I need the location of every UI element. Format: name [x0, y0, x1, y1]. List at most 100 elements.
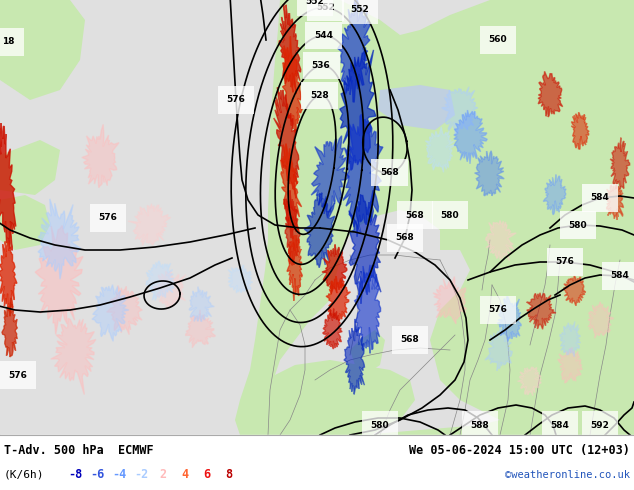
- Polygon shape: [500, 255, 634, 315]
- Polygon shape: [51, 318, 96, 394]
- Text: 568: 568: [401, 336, 419, 344]
- Polygon shape: [82, 124, 119, 188]
- Text: 584: 584: [590, 194, 609, 202]
- Polygon shape: [311, 136, 349, 218]
- Polygon shape: [425, 127, 455, 172]
- Polygon shape: [571, 113, 589, 149]
- Text: 576: 576: [489, 305, 507, 315]
- Text: -4: -4: [112, 468, 126, 481]
- Text: 18: 18: [2, 38, 15, 47]
- Text: -8: -8: [68, 468, 82, 481]
- Polygon shape: [287, 235, 302, 301]
- Polygon shape: [610, 138, 630, 189]
- Text: -6: -6: [90, 468, 104, 481]
- Polygon shape: [343, 114, 383, 237]
- Polygon shape: [310, 395, 634, 435]
- Text: T-Adv. 500 hPa  ECMWF: T-Adv. 500 hPa ECMWF: [4, 444, 153, 457]
- Polygon shape: [235, 0, 634, 435]
- Polygon shape: [588, 302, 614, 338]
- Text: 576: 576: [9, 370, 27, 379]
- Polygon shape: [2, 298, 17, 357]
- Text: 8: 8: [226, 468, 233, 481]
- Polygon shape: [0, 241, 17, 316]
- Polygon shape: [558, 347, 582, 383]
- Bar: [0, 0, 634, 435]
- Polygon shape: [322, 245, 347, 294]
- Polygon shape: [35, 225, 83, 334]
- Polygon shape: [38, 199, 81, 279]
- Polygon shape: [340, 48, 376, 170]
- Text: 584: 584: [550, 420, 569, 430]
- Polygon shape: [475, 151, 504, 196]
- Polygon shape: [0, 140, 60, 195]
- Polygon shape: [454, 110, 488, 164]
- Polygon shape: [486, 220, 516, 261]
- Polygon shape: [279, 4, 301, 94]
- Polygon shape: [338, 0, 371, 102]
- Polygon shape: [128, 204, 171, 245]
- Text: We 05-06-2024 15:00 UTC (12+03): We 05-06-2024 15:00 UTC (12+03): [409, 444, 630, 457]
- Polygon shape: [607, 185, 623, 220]
- Text: 568: 568: [406, 211, 424, 220]
- Polygon shape: [0, 121, 16, 250]
- Bar: [0, 435, 634, 490]
- Polygon shape: [92, 285, 129, 342]
- Polygon shape: [186, 310, 216, 348]
- Polygon shape: [560, 321, 581, 357]
- Polygon shape: [326, 276, 351, 320]
- Polygon shape: [323, 309, 342, 349]
- Polygon shape: [354, 263, 380, 353]
- Text: 576: 576: [226, 96, 245, 104]
- Polygon shape: [0, 195, 50, 250]
- Text: ©weatheronline.co.uk: ©weatheronline.co.uk: [505, 469, 630, 480]
- Text: 592: 592: [590, 420, 609, 430]
- Polygon shape: [517, 367, 541, 395]
- Text: 528: 528: [311, 91, 329, 100]
- Text: 552: 552: [306, 0, 325, 6]
- Polygon shape: [440, 150, 634, 250]
- Polygon shape: [344, 319, 365, 394]
- Polygon shape: [350, 330, 385, 375]
- Polygon shape: [564, 276, 586, 306]
- Text: 2: 2: [159, 468, 167, 481]
- Polygon shape: [274, 88, 299, 198]
- Text: 6: 6: [204, 468, 210, 481]
- Polygon shape: [189, 287, 214, 321]
- Text: 568: 568: [396, 234, 415, 243]
- Text: 576: 576: [555, 258, 574, 267]
- Text: 576: 576: [98, 214, 117, 222]
- Text: 544: 544: [314, 31, 333, 40]
- Polygon shape: [349, 190, 381, 304]
- Polygon shape: [442, 87, 478, 135]
- Text: (K/6h): (K/6h): [4, 469, 44, 480]
- Text: 552: 552: [351, 5, 370, 15]
- Polygon shape: [107, 285, 142, 335]
- Text: 580: 580: [441, 211, 459, 220]
- Polygon shape: [550, 215, 634, 260]
- Polygon shape: [433, 276, 467, 324]
- Polygon shape: [485, 326, 512, 371]
- Polygon shape: [283, 36, 302, 133]
- Polygon shape: [284, 191, 300, 266]
- Polygon shape: [250, 360, 415, 435]
- Polygon shape: [543, 174, 566, 215]
- Text: -2: -2: [134, 468, 148, 481]
- Text: 560: 560: [489, 35, 507, 45]
- Text: 584: 584: [611, 271, 630, 280]
- Polygon shape: [538, 72, 563, 117]
- Polygon shape: [304, 193, 335, 268]
- Polygon shape: [0, 0, 85, 100]
- Polygon shape: [146, 261, 174, 301]
- Text: 580: 580: [371, 420, 389, 430]
- Polygon shape: [527, 293, 556, 329]
- Text: 588: 588: [470, 420, 489, 430]
- Polygon shape: [378, 85, 455, 130]
- Text: 4: 4: [181, 468, 188, 481]
- Text: 536: 536: [312, 61, 330, 70]
- Text: 552: 552: [316, 3, 335, 12]
- Polygon shape: [153, 271, 186, 309]
- Polygon shape: [281, 144, 302, 239]
- Polygon shape: [497, 297, 521, 342]
- Polygon shape: [228, 266, 252, 293]
- Text: 568: 568: [380, 168, 399, 177]
